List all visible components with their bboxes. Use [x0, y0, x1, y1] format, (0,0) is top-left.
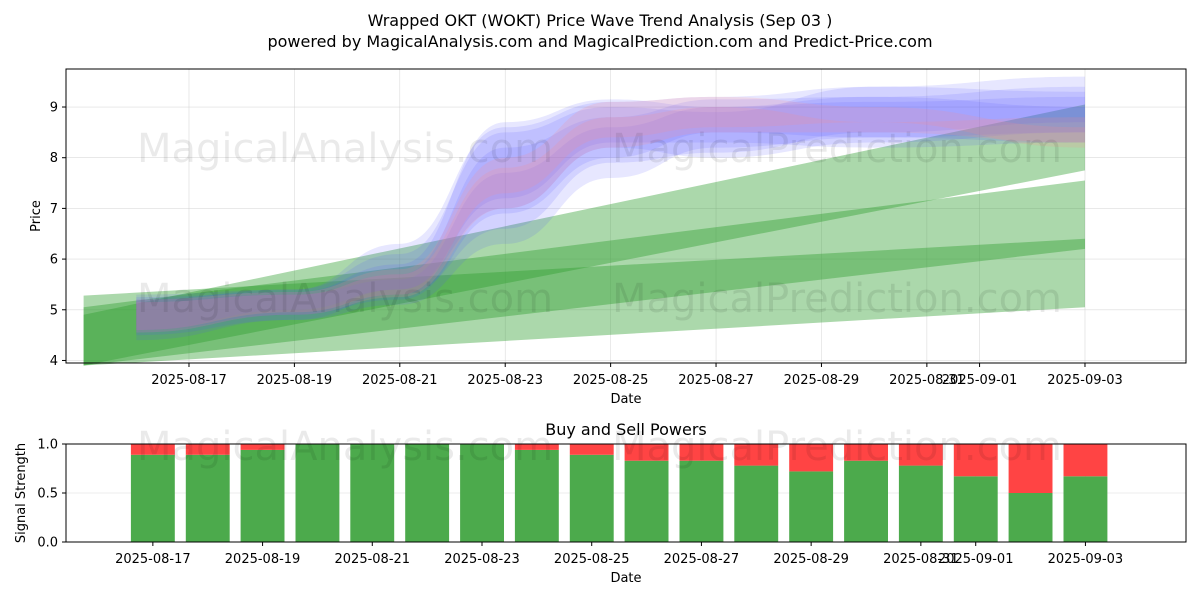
wave-band-7: [136, 107, 1086, 333]
green-trend-bands: [83, 104, 1086, 366]
watermark-top-left: MagicalAnalysis.com: [137, 126, 553, 172]
price-y-tick-label: 7: [50, 202, 58, 217]
watermark-mid-right: MagicalPrediction.com: [612, 276, 1062, 322]
buy-bar: [953, 476, 998, 542]
buy-bar: [789, 471, 834, 542]
price-y-label: Price: [29, 200, 44, 232]
sell-bar: [844, 444, 888, 461]
price-x-tick-label: 2025-08-23: [467, 373, 543, 388]
watermark-top-right: MagicalPrediction.com: [612, 126, 1062, 172]
signal-x-tick-label: 2025-08-17: [115, 552, 191, 567]
sell-bar: [898, 444, 943, 466]
sell-bar: [789, 444, 834, 472]
price-panel-frame: [65, 68, 1187, 364]
wave-band-5: [136, 86, 1086, 331]
signal-x-tick-label: 2025-08-27: [664, 552, 740, 567]
watermark-mid-left: MagicalAnalysis.com: [137, 276, 553, 322]
signal-y-label: Signal Strength: [14, 443, 29, 543]
signal-y-tick-label: 1.0: [37, 438, 58, 453]
sell-bar: [569, 444, 614, 455]
wave-bands: [136, 76, 1086, 341]
sell-bar: [185, 444, 230, 455]
price-x-tick-label: 2025-08-25: [573, 373, 649, 388]
buy-bar: [240, 449, 285, 542]
price-x-label: Date: [610, 392, 641, 407]
signal-x-tick-label: 2025-08-29: [773, 552, 849, 567]
sell-bar: [624, 444, 669, 461]
price-y-ticks: 4 5 6 7 8 9: [50, 101, 66, 369]
buy-bar: [460, 444, 504, 542]
wave-band-4: [136, 96, 1086, 341]
price-x-tick-label: 2025-08-17: [151, 373, 227, 388]
green-trend-band-1: [83, 238, 1086, 366]
chart-subtitle: powered by MagicalAnalysis.com and Magic…: [267, 32, 932, 51]
signal-y-ticks: 0.0 0.5 1.0: [37, 438, 66, 551]
signal-x-tick-label: 2025-08-23: [444, 552, 520, 567]
price-y-tick-label: 9: [50, 101, 58, 116]
sell-bar: [679, 444, 724, 461]
sell-bar: [1063, 444, 1108, 477]
buy-bar: [130, 454, 175, 542]
sell-bar: [734, 444, 779, 466]
price-x-tick-label: 2025-08-29: [784, 373, 860, 388]
signal-x-label: Date: [610, 571, 641, 586]
wave-band-6: [136, 96, 1086, 331]
price-y-tick-label: 4: [50, 354, 58, 369]
buy-bar: [1063, 476, 1108, 542]
wave-band-2: [136, 96, 1086, 331]
green-trend-band-3: [83, 180, 1086, 366]
price-x-tick-label: 2025-09-01: [942, 373, 1018, 388]
sell-bar: [1008, 444, 1053, 493]
watermark-bottom-right: MagicalPrediction.com: [612, 424, 1062, 470]
buy-bar: [734, 465, 779, 542]
price-x-tick-label: 2025-08-21: [362, 373, 438, 388]
price-panel: MagicalAnalysis.com MagicalPrediction.co…: [29, 68, 1187, 407]
signal-x-tick-label: 2025-08-25: [554, 552, 630, 567]
buy-bar: [350, 444, 395, 542]
buy-bar: [295, 444, 340, 542]
signal-y-tick-label: 0.0: [37, 536, 58, 551]
signal-x-tick-label: 2025-09-03: [1048, 552, 1124, 567]
price-x-tick-label: 2025-08-31: [889, 373, 965, 388]
price-x-tick-label: 2025-08-19: [257, 373, 333, 388]
price-grid: [66, 69, 1186, 363]
buy-bar: [679, 460, 724, 542]
buy-bar: [1008, 493, 1053, 542]
sell-bar: [514, 444, 559, 450]
buy-bar: [898, 465, 943, 542]
price-x-tick-label: 2025-08-27: [678, 373, 754, 388]
signal-x-ticks: 2025-08-17 2025-08-19 2025-08-21 2025-08-23…: [115, 542, 1123, 567]
buy-bar: [569, 454, 614, 542]
price-y-tick-label: 6: [50, 253, 58, 268]
signal-x-tick-label: 2025-09-01: [938, 552, 1014, 567]
wave-band-3: [136, 76, 1086, 336]
signal-x-tick-label: 2025-08-31: [883, 552, 959, 567]
wave-band-1: [136, 86, 1086, 333]
signal-x-tick-label: 2025-08-19: [225, 552, 301, 567]
sell-bar: [953, 444, 998, 477]
chart-title: Wrapped OKT (WOKT) Price Wave Trend Anal…: [368, 11, 833, 30]
buy-bar: [514, 449, 559, 542]
price-x-tick-label: 2025-09-03: [1047, 373, 1123, 388]
buy-bar: [185, 454, 230, 542]
signal-title: Buy and Sell Powers: [545, 420, 707, 439]
signal-bars: [130, 444, 1108, 542]
signal-panel: Buy and Sell Powers MagicalAnalysis.com …: [14, 420, 1187, 586]
watermark-bottom-left: MagicalAnalysis.com: [137, 424, 553, 470]
price-y-tick-label: 5: [50, 303, 58, 318]
sell-bar: [240, 444, 285, 450]
buy-bar: [405, 444, 450, 542]
signal-y-tick-label: 0.5: [37, 487, 58, 502]
green-trend-band-2: [83, 104, 1086, 366]
price-y-tick-label: 8: [50, 151, 58, 166]
signal-x-tick-label: 2025-08-21: [335, 552, 411, 567]
buy-bar: [844, 460, 888, 542]
buy-bar: [624, 460, 669, 542]
price-x-ticks: 2025-08-17 2025-08-19 2025-08-21 2025-08-23…: [151, 363, 1123, 388]
sell-bar: [130, 444, 175, 455]
